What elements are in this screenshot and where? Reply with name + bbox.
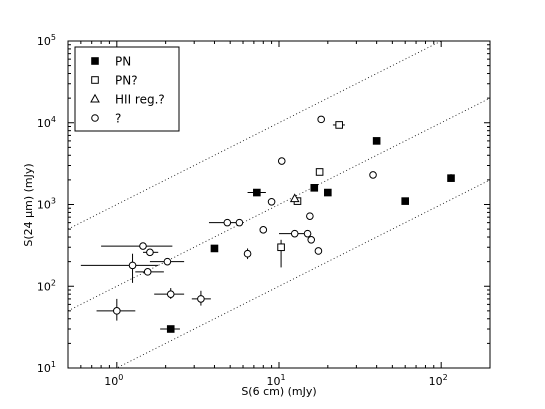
x-axis-label: S(6 cm) (mJy) xyxy=(241,385,316,398)
legend: PN PN? HII reg.?? xyxy=(74,46,180,132)
data-points xyxy=(113,115,455,333)
legend-label: PN xyxy=(115,55,131,69)
legend-label: HII reg.? xyxy=(115,93,165,107)
point-hii-reg xyxy=(289,193,300,203)
y-tick-label: 101 xyxy=(37,360,56,375)
point-pn xyxy=(315,168,324,176)
y-tick-label: 105 xyxy=(37,33,56,48)
point-pn xyxy=(447,174,455,182)
point-pn xyxy=(335,121,343,129)
point-unknown xyxy=(235,218,244,227)
point-unknown xyxy=(277,157,286,165)
legend-marker xyxy=(91,76,99,84)
legend-marker xyxy=(90,93,100,103)
point-pn xyxy=(372,137,381,145)
point-unknown xyxy=(307,235,316,244)
point-unknown xyxy=(290,229,299,238)
point-unknown xyxy=(306,212,314,220)
point-unknown xyxy=(314,247,323,255)
point-unknown xyxy=(146,248,154,257)
point-unknown xyxy=(267,197,276,206)
point-unknown xyxy=(197,295,205,303)
y-tick-label: 103 xyxy=(37,197,56,212)
legend-label: PN? xyxy=(115,74,138,88)
x-tick-label: 102 xyxy=(429,373,448,388)
point-pn xyxy=(210,244,219,253)
x-tick-label: 100 xyxy=(104,373,123,388)
point-pn xyxy=(310,184,319,192)
point-unknown xyxy=(143,268,152,276)
point-unknown xyxy=(113,307,121,315)
point-pn xyxy=(277,243,285,252)
point-unknown xyxy=(259,226,268,234)
point-pn xyxy=(324,188,332,197)
point-unknown xyxy=(369,171,377,179)
point-unknown xyxy=(243,249,252,258)
y-tick-label: 102 xyxy=(37,278,56,293)
legend-marker xyxy=(91,57,99,65)
legend-marker xyxy=(91,114,99,122)
point-unknown xyxy=(163,257,172,266)
point-unknown xyxy=(317,115,325,124)
point-unknown xyxy=(139,242,147,250)
point-pn xyxy=(401,197,409,205)
point-unknown xyxy=(166,290,175,298)
reference-line xyxy=(115,179,490,368)
point-unknown xyxy=(223,218,232,227)
legend-label: ? xyxy=(115,112,121,126)
y-tick-label: 104 xyxy=(37,115,56,130)
y-axis-label: S(24 µm) (mJy) xyxy=(22,163,35,246)
point-pn xyxy=(166,325,175,333)
point-pn xyxy=(253,188,261,197)
point-unknown xyxy=(303,229,312,238)
point-unknown xyxy=(128,261,137,270)
